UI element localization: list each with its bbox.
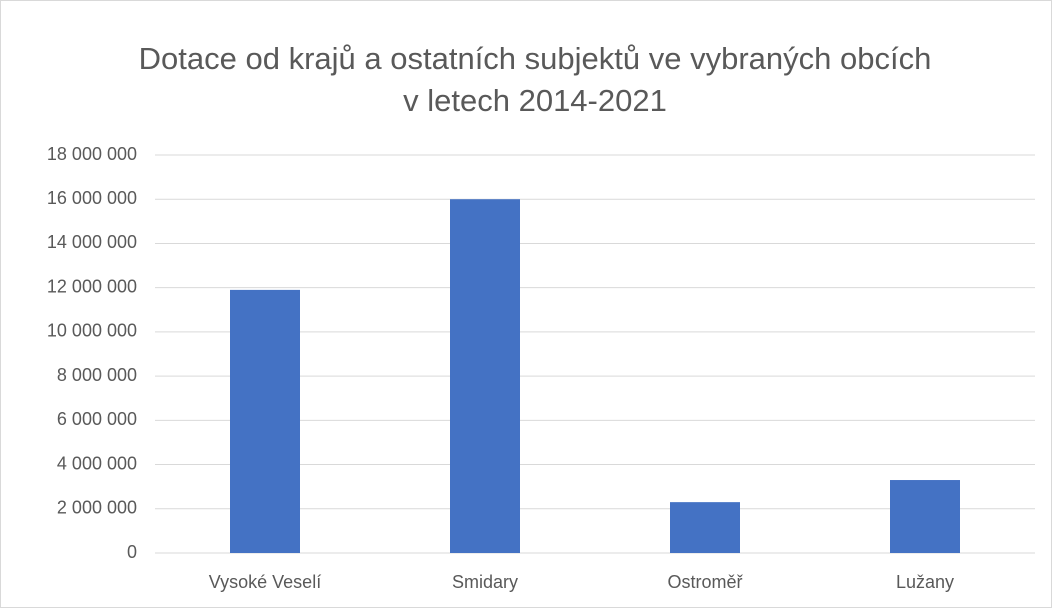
y-tick-label: 4 000 000 xyxy=(57,453,137,473)
chart-title: Dotace od krajů a ostatních subjektů ve … xyxy=(138,41,932,118)
x-tick-label: Smidary xyxy=(452,572,518,592)
y-tick-label: 14 000 000 xyxy=(47,232,137,252)
y-tick-label: 18 000 000 xyxy=(47,144,137,164)
bar xyxy=(890,480,960,553)
bar xyxy=(230,289,300,553)
y-tick-label: 10 000 000 xyxy=(47,321,137,341)
bar xyxy=(450,199,520,553)
x-tick-label: Vysoké Veselí xyxy=(209,572,321,592)
x-tick-label: Ostroměř xyxy=(667,572,743,592)
x-tick-label: Lužany xyxy=(896,572,954,592)
y-tick-label: 8 000 000 xyxy=(57,365,137,385)
y-tick-label: 0 xyxy=(127,542,137,562)
y-tick-label: 2 000 000 xyxy=(57,498,137,518)
bar xyxy=(670,502,740,553)
y-tick-label: 12 000 000 xyxy=(47,276,137,296)
y-tick-label: 6 000 000 xyxy=(57,409,137,429)
y-tick-label: 16 000 000 xyxy=(47,188,137,208)
